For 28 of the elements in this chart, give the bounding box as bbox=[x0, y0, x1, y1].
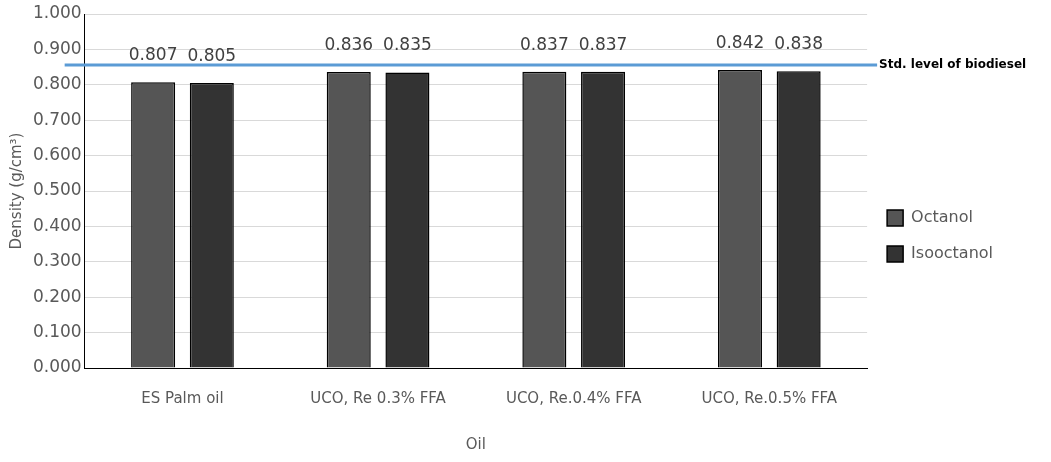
x-axis-title: Oil bbox=[465, 434, 486, 453]
legend-label: Octanol bbox=[911, 207, 973, 227]
data-label: 0.837 bbox=[578, 33, 628, 54]
data-label: 0.835 bbox=[383, 34, 432, 55]
x-tick-label: UCO, Re.0.4% FFA bbox=[505, 388, 643, 407]
y-tick-label: 0.900 bbox=[33, 37, 82, 58]
y-tick-label: 0.700 bbox=[33, 108, 82, 129]
data-label: 0.838 bbox=[774, 33, 823, 54]
y-tick-label: 0.200 bbox=[33, 285, 82, 306]
y-tick-label: 0.800 bbox=[33, 73, 82, 94]
x-tick-label: UCO, Re 0.3% FFA bbox=[310, 388, 447, 407]
y-tick-label: 0.400 bbox=[33, 214, 82, 235]
x-tick-label: ES Palm oil bbox=[141, 388, 224, 407]
y-axis-title: Density (g/cm³) bbox=[6, 132, 25, 250]
data-label: 0.837 bbox=[520, 33, 569, 54]
data-label: 0.836 bbox=[324, 33, 374, 54]
ref-line-label: Std. level of biodiesel bbox=[879, 57, 1027, 72]
x-tick-label: UCO, Re.0.5% FFA bbox=[701, 388, 838, 407]
y-tick-label: 0.500 bbox=[33, 179, 82, 200]
y-tick-label: 0.000 bbox=[33, 356, 82, 377]
y-tick-label: 1.000 bbox=[33, 2, 82, 23]
y-tick-label: 0.300 bbox=[33, 250, 82, 271]
y-tick-label: 0.600 bbox=[33, 144, 82, 165]
y-tick-label: 0.100 bbox=[33, 321, 82, 342]
data-label: 0.805 bbox=[187, 44, 237, 65]
data-label: 0.842 bbox=[715, 31, 765, 52]
legend-label: Isooctanol bbox=[911, 243, 994, 263]
data-label: 0.807 bbox=[128, 44, 178, 65]
